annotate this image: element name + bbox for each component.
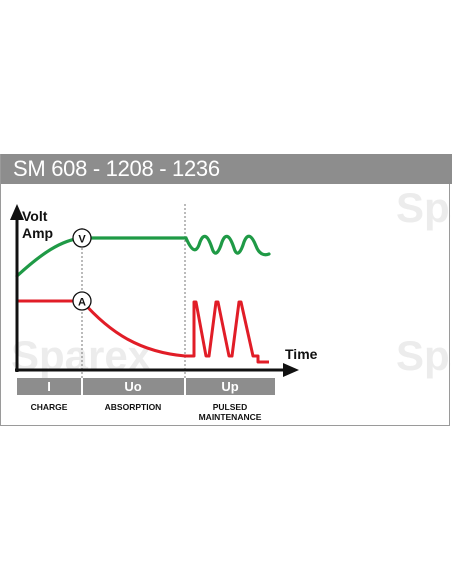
diagram-card: SM 608 - 1208 - 1236 Sparex Sparex Spare… [0, 154, 452, 426]
phase-code-pulsed: Up [221, 379, 238, 394]
y-axis-arrow [10, 204, 24, 220]
x-axis-label-time: Time [285, 346, 318, 362]
phase-name-absorption: ABSORPTION [105, 402, 162, 412]
phase-code-absorption: Uo [124, 379, 141, 394]
phase-name-pulsed-line1: PULSED [213, 402, 247, 412]
phase-bar-absorption: Uo [83, 378, 184, 395]
phase-name-pulsed-line2: MAINTENANCE [199, 412, 262, 422]
current-curve [17, 299, 269, 364]
phase-name-charge: CHARGE [31, 402, 68, 412]
header-title: SM 608 - 1208 - 1236 [1, 154, 452, 184]
current-marker: A [72, 291, 92, 311]
voltage-marker: V [72, 228, 92, 248]
y-axis-label-volt: Volt [22, 208, 48, 224]
phase-code-charge: I [47, 379, 51, 394]
watermark-bottom-left: Sparex [11, 332, 152, 379]
current-marker-label: A [78, 297, 86, 309]
phase-bar-charge: I [17, 378, 81, 395]
charging-diagram: Sparex Sparex Sparex Volt Amp Time V A [10, 184, 451, 422]
y-axis-label-amp: Amp [22, 225, 53, 241]
voltage-curve [15, 234, 271, 278]
voltage-marker-label: V [78, 234, 86, 246]
watermark-top-right: Sparex [396, 184, 451, 231]
phase-bar-pulsed: Up [186, 378, 275, 395]
watermark-bottom-right: Sparex [396, 332, 451, 379]
x-axis-arrow [283, 363, 299, 377]
